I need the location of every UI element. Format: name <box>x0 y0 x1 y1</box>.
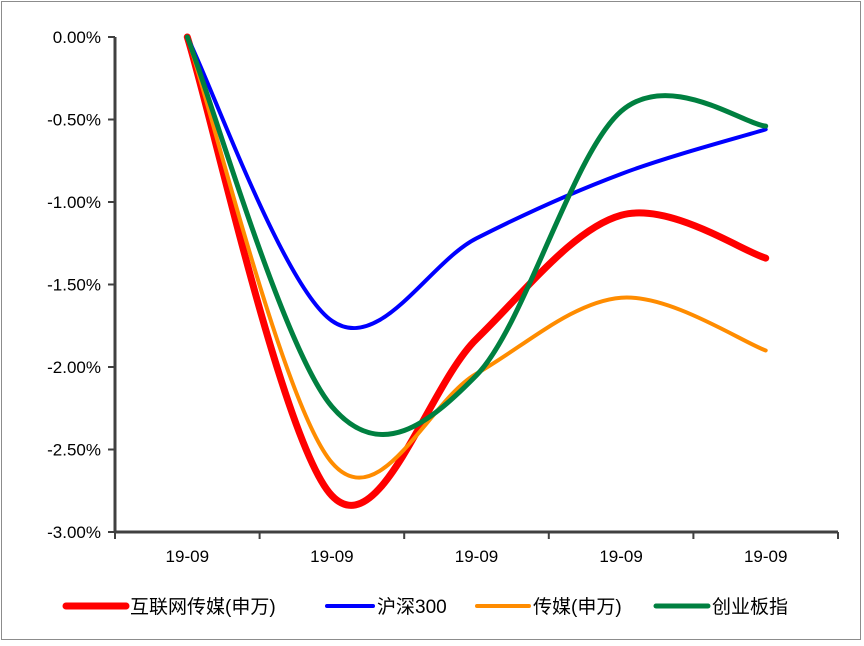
x-tick-label: 19-09 <box>166 547 209 566</box>
x-tick-label: 19-09 <box>744 547 787 566</box>
y-tick-label: -1.00% <box>47 193 101 212</box>
x-tick-label: 19-09 <box>310 547 353 566</box>
legend-label: 传媒(申万) <box>533 596 622 618</box>
x-ticks: 19-09 19-09 19-09 19-09 19-09 <box>114 532 839 566</box>
y-tick-label: -3.00% <box>47 523 101 542</box>
y-tick-label: -0.50% <box>47 111 101 130</box>
x-tick-label: 19-09 <box>455 547 498 566</box>
series-line-3 <box>184 34 769 437</box>
x-tick-label: 19-09 <box>599 547 642 566</box>
series-line-1 <box>185 35 768 330</box>
y-tick-label: -1.50% <box>47 276 101 295</box>
y-ticks: 0.00% -0.50% -1.00% -1.50% -2.00% -2.50% -3.00… <box>47 28 115 542</box>
y-tick-label: 0.00% <box>53 28 101 47</box>
series-line-2 <box>185 35 768 480</box>
legend: 互联网传媒(申万) 沪深300 传媒(申万) 创业板指 <box>62 596 788 618</box>
y-tick-label: -2.00% <box>47 358 101 377</box>
legend-label: 互联网传媒(申万) <box>130 596 276 618</box>
series-line-0 <box>183 33 770 509</box>
legend-label: 创业板指 <box>712 596 788 618</box>
series-lines <box>183 33 770 509</box>
y-tick-label: -2.50% <box>47 441 101 460</box>
legend-label: 沪深300 <box>377 596 447 618</box>
